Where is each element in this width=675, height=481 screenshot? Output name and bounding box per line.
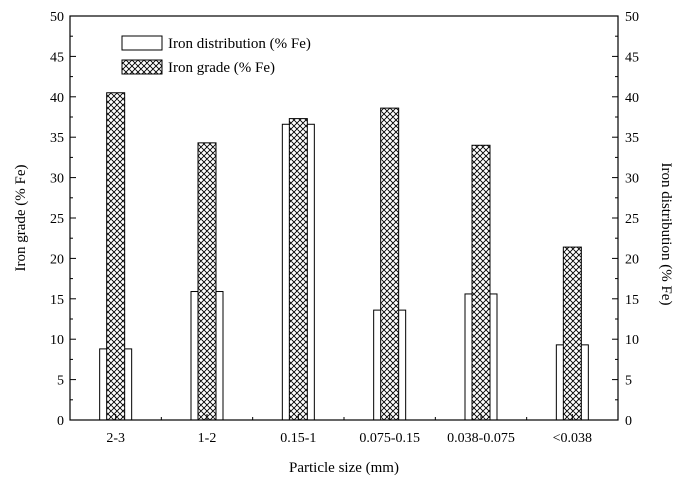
legend-swatch-iron-grade: [121, 59, 163, 75]
left-tick-label: 30: [50, 172, 64, 187]
right-axis: 0 5 10 15 20 25 30 35 40 45 50: [612, 10, 639, 429]
left-tick-label: 50: [50, 10, 64, 25]
right-axis-title: Iron distribution (% Fe): [658, 163, 674, 306]
right-tick-label: 50: [625, 10, 639, 25]
x-tick-label: <0.038: [553, 431, 592, 446]
bar-iron-grade: [197, 142, 217, 421]
x-tick-label: 0.038-0.075: [447, 431, 515, 446]
right-tick-label: 5: [625, 374, 632, 389]
legend: Iron distribution (% Fe) Iron grade (% F…: [121, 35, 311, 76]
x-tick-label: 2-3: [106, 431, 125, 446]
left-tick-label: 5: [57, 374, 64, 389]
legend-label-iron-distribution: Iron distribution (% Fe): [168, 36, 311, 52]
right-tick-label: 10: [625, 333, 639, 348]
left-tick-label: 20: [50, 252, 64, 267]
x-axis-title: Particle size (mm): [289, 460, 399, 476]
left-axis-title: Iron grade (% Fe): [13, 164, 29, 271]
right-tick-label: 35: [625, 131, 639, 146]
right-tick-label: 15: [625, 293, 639, 308]
left-tick-label: 40: [50, 91, 64, 106]
plot-frame: [69, 15, 619, 421]
left-tick-label: 0: [57, 414, 64, 429]
x-tick-label: 0.15-1: [280, 431, 316, 446]
right-tick-label: 30: [625, 172, 639, 187]
x-tick-label: 1-2: [198, 431, 217, 446]
bar-iron-grade: [288, 118, 308, 421]
bar-iron-grade: [562, 246, 582, 421]
right-tick-label: 40: [625, 91, 639, 106]
bar-iron-grade: [106, 92, 126, 421]
legend-label-iron-grade: Iron grade (% Fe): [168, 60, 275, 76]
left-tick-label: 10: [50, 333, 64, 348]
left-axis: 0 5 10 15 20 25 30 35 40 45 50: [50, 10, 76, 429]
left-tick-label: 25: [50, 212, 64, 227]
bar-iron-grade: [380, 107, 400, 421]
left-tick-label: 35: [50, 131, 64, 146]
right-tick-label: 20: [625, 252, 639, 267]
bars-group: [99, 92, 589, 421]
right-tick-label: 45: [625, 50, 639, 65]
x-axis: 2-3 1-2 0.15-1 0.075-0.15 0.038-0.075 <0.038: [106, 414, 592, 446]
left-tick-label: 15: [50, 293, 64, 308]
legend-swatch-iron-distribution: [121, 35, 163, 51]
bar-iron-grade: [471, 144, 491, 421]
right-tick-label: 25: [625, 212, 639, 227]
left-tick-label: 45: [50, 50, 64, 65]
right-tick-label: 0: [625, 414, 632, 429]
x-tick-label: 0.075-0.15: [359, 431, 420, 446]
